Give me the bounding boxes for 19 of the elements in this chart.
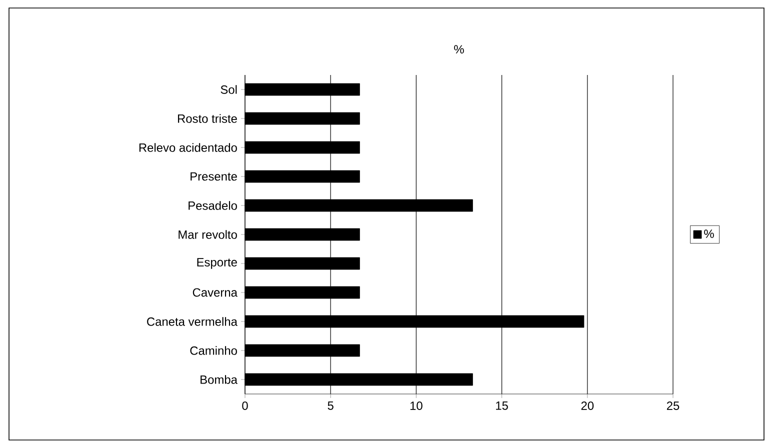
y-tick-label: Rosto triste <box>178 114 237 123</box>
x-tick-label: 0 <box>242 402 248 410</box>
x-tick-label: 25 <box>666 402 680 410</box>
y-tick-label: Mar revolto <box>178 230 237 239</box>
x-tick-label: 15 <box>496 402 508 410</box>
y-tick-label: Relevo acidentado <box>139 143 237 152</box>
y-tick-label: Caverna <box>192 288 238 297</box>
y-tick-label: Pesadelo <box>188 201 237 210</box>
x-tick-label: 5 <box>328 402 334 410</box>
x-tick-label: 20 <box>581 402 594 410</box>
y-tick-label: Bomba <box>200 375 238 384</box>
y-tick-label: Caneta vermelha <box>147 317 238 326</box>
legend-label: % <box>704 230 714 238</box>
y-tick-label: Sol <box>220 85 237 94</box>
chart-title: % <box>454 45 464 54</box>
y-tick-label: Caminho <box>190 346 237 355</box>
y-tick-label: Presente <box>190 172 237 181</box>
x-tick-label: 10 <box>410 402 422 410</box>
y-tick-label: Esporte <box>197 258 237 269</box>
